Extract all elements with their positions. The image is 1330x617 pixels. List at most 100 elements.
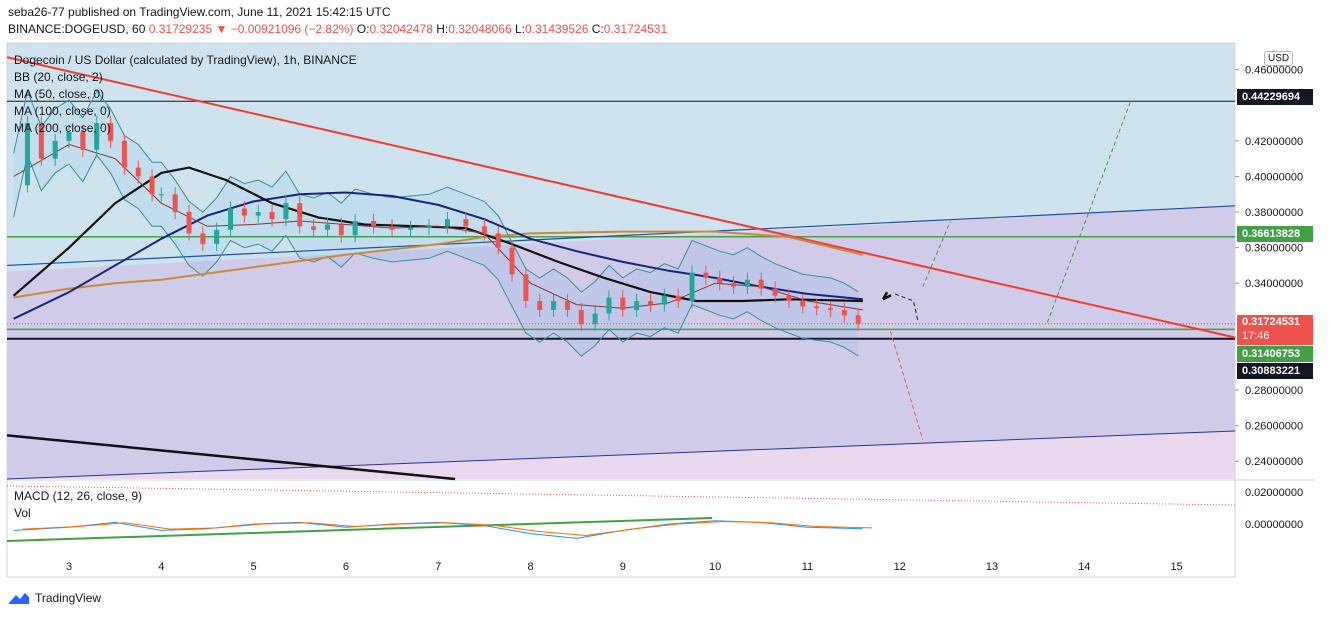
price-change: ▼ −0.00921096 (−2.82%)	[215, 22, 354, 36]
x-tick-label: 4	[158, 561, 164, 573]
candle-body	[94, 123, 100, 150]
ma100-line	[12, 166, 863, 303]
price-tag-last: 0.31724531 17:46	[1237, 315, 1313, 345]
candle-body	[689, 272, 695, 302]
candle-body	[564, 301, 570, 310]
open-value: 0.32042478	[369, 22, 433, 36]
price-tag-upper-target: 0.44229694	[1237, 89, 1313, 105]
candle-body	[135, 167, 141, 177]
x-tick-label: 7	[435, 561, 441, 573]
candle-body	[324, 224, 330, 230]
x-tick-label: 13	[986, 561, 998, 573]
candle-body	[389, 226, 395, 230]
y-tick-label: 0.38000000	[1245, 207, 1303, 219]
price-tag-support-black: 0.30883221	[1237, 363, 1313, 379]
legend-vol[interactable]: Vol	[14, 506, 31, 520]
candle-body	[186, 212, 192, 234]
candle-body	[717, 277, 723, 284]
y-tick-label: 0.46000000	[1245, 65, 1303, 77]
y-tick-label: 0.34000000	[1245, 278, 1303, 290]
candle-body	[108, 123, 114, 141]
legend-ma100[interactable]: MA (100, close, 0)	[14, 104, 111, 118]
projection-up-long	[1046, 101, 1131, 323]
x-tick-label: 15	[1170, 561, 1182, 573]
candle-body	[495, 233, 501, 248]
candle-body	[675, 295, 681, 302]
candle-body	[814, 306, 820, 309]
macd-signal-line	[22, 520, 873, 537]
arrow-marker	[882, 291, 892, 301]
ma50-line	[13, 143, 863, 311]
ma-orange-line	[13, 230, 864, 299]
bollinger-lower	[13, 153, 859, 357]
currency-badge[interactable]: USD	[1264, 51, 1294, 66]
candle-body	[606, 297, 612, 314]
candle-body	[744, 279, 750, 287]
macd-trendline	[6, 517, 713, 542]
candle-body	[481, 226, 487, 234]
x-tick-label: 6	[343, 561, 349, 573]
symbol-label: BINANCE:DOGEUSD, 60	[8, 22, 146, 36]
high-value: 0.32048066	[448, 22, 512, 36]
macd-line	[13, 520, 863, 539]
legend-bb[interactable]: BB (20, close, 2)	[14, 70, 103, 84]
candle-body	[228, 208, 234, 230]
y-tick-label: 0.24000000	[1245, 456, 1303, 468]
x-tick-label: 9	[620, 561, 626, 573]
x-tick-label: 3	[66, 561, 72, 573]
candle-body	[214, 229, 220, 245]
candle-body	[786, 295, 792, 302]
trendline-black	[6, 434, 456, 481]
macd-dotted-line	[6, 485, 1236, 506]
candle-body	[426, 226, 432, 229]
y-tick-label: 0.40000000	[1245, 171, 1303, 183]
low-label: L:	[514, 22, 525, 36]
candle-body	[80, 131, 86, 150]
candle-body	[297, 203, 303, 227]
projection-up-short	[922, 220, 951, 287]
last-price: 0.31729235	[148, 22, 213, 36]
candle-body	[444, 219, 450, 227]
legend-macd[interactable]: MACD (12, 26, close, 9)	[14, 489, 143, 503]
candle-body	[634, 301, 640, 310]
price-tag-support-green: 0.31406753	[1237, 346, 1313, 362]
publish-info: seba26-77 published on TradingView.com, …	[8, 5, 391, 19]
candle-body	[578, 309, 584, 325]
candle-body	[200, 233, 206, 245]
price-tag-resistance: 0.36613828	[1237, 226, 1313, 242]
brand-label: TradingView	[35, 591, 102, 605]
candle-body	[24, 123, 30, 186]
candle-body	[38, 123, 44, 159]
tradingview-brand[interactable]: TradingView	[8, 591, 101, 605]
candle-body	[158, 194, 164, 196]
candle-body	[408, 228, 414, 230]
bollinger-upper	[13, 89, 859, 293]
high-label: H:	[436, 22, 449, 36]
ma200-line	[13, 191, 863, 320]
tradingview-logo-icon	[9, 593, 29, 604]
last-price-tag-value: 0.31724531	[1242, 316, 1301, 328]
candle-body	[352, 220, 358, 236]
candle-body	[255, 212, 261, 216]
candle-body	[647, 301, 653, 305]
y-tick-label: 0.26000000	[1245, 421, 1303, 433]
candle-body	[731, 283, 737, 287]
candle-body	[121, 140, 127, 168]
candle-body	[758, 279, 764, 289]
candle-body	[463, 219, 469, 227]
zone-blue	[7, 43, 1235, 272]
candle-body	[703, 272, 709, 278]
candle-body	[800, 301, 806, 307]
legend-ma200[interactable]: MA (200, close, 0)	[14, 121, 111, 135]
chart-title: Dogecoin / US Dollar (calculated by Trad…	[14, 53, 357, 67]
x-tick-label: 12	[894, 561, 906, 573]
projection-down	[889, 331, 924, 440]
legend-ma50[interactable]: MA (50, close, 0)	[14, 87, 105, 101]
x-tick-label: 10	[709, 561, 721, 573]
candle-body	[52, 140, 58, 159]
candle-body	[241, 208, 247, 216]
candle-body	[269, 212, 275, 220]
candle-body	[172, 194, 178, 213]
macd-tick-label: 0.00000000	[1245, 519, 1303, 531]
